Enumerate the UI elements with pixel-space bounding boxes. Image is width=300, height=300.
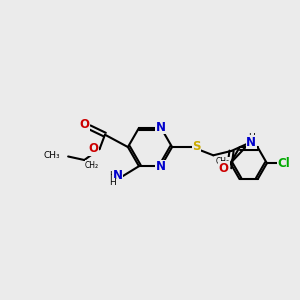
Text: S: S (192, 140, 201, 153)
Text: N: N (156, 160, 166, 173)
Text: CH₃: CH₃ (43, 152, 60, 160)
Text: Cl: Cl (278, 157, 290, 170)
Text: O: O (79, 118, 89, 131)
Text: N: N (113, 169, 123, 182)
Text: N: N (246, 136, 256, 148)
Text: H: H (109, 178, 116, 187)
Text: H: H (109, 170, 116, 179)
Text: N: N (156, 121, 166, 134)
Text: H: H (248, 133, 255, 142)
Text: O: O (88, 142, 98, 155)
Text: CH₂: CH₂ (85, 161, 99, 170)
Text: O: O (218, 162, 228, 175)
Text: CH₂: CH₂ (215, 157, 230, 166)
